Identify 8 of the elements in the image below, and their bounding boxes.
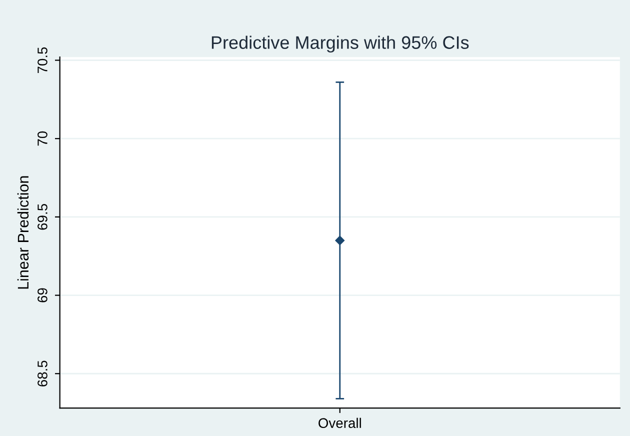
y-tick-label: 69: [38, 288, 48, 302]
x-tick-label: Overall: [318, 418, 361, 428]
y-axis-title: Linear Prediction: [17, 176, 29, 289]
chart-title: Predictive Margins with 95% CIs: [212, 36, 469, 53]
y-tick-label: 68.5: [38, 360, 48, 386]
y-tick-label: 69.5: [38, 204, 48, 230]
y-tick-label: 70: [38, 131, 48, 146]
y-tick-label: 70.5: [38, 47, 48, 74]
